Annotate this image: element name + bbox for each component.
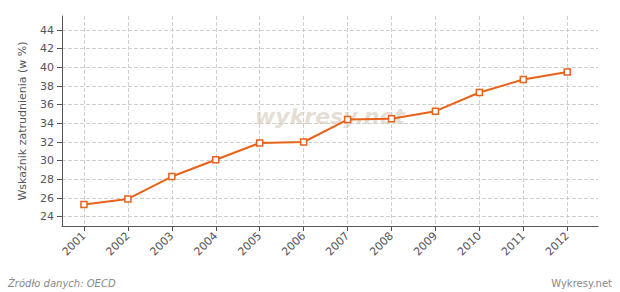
svg-text:2009: 2009: [411, 229, 440, 258]
svg-text:34: 34: [40, 117, 54, 130]
svg-text:28: 28: [40, 173, 54, 186]
svg-text:Źródło danych: OECD: Źródło danych: OECD: [7, 277, 116, 289]
svg-text:wykresy.net: wykresy.net: [255, 104, 406, 129]
svg-text:2005: 2005: [235, 229, 264, 258]
svg-text:2003: 2003: [147, 229, 176, 258]
svg-text:30: 30: [40, 154, 54, 167]
svg-text:2011: 2011: [499, 229, 528, 258]
svg-text:Wykresy.net: Wykresy.net: [551, 278, 612, 289]
svg-text:2008: 2008: [367, 229, 396, 258]
svg-text:2004: 2004: [191, 229, 220, 258]
svg-text:26: 26: [40, 192, 54, 205]
svg-text:42: 42: [40, 42, 54, 55]
svg-text:2001: 2001: [60, 229, 89, 258]
svg-text:2006: 2006: [279, 229, 308, 258]
svg-text:Wskaźnik zatrudnienia (w %): Wskaźnik zatrudnienia (w %): [16, 41, 29, 200]
svg-text:24: 24: [40, 210, 54, 223]
svg-text:44: 44: [40, 24, 54, 37]
svg-text:40: 40: [40, 61, 54, 74]
svg-text:2012: 2012: [543, 229, 572, 258]
svg-text:2002: 2002: [104, 229, 133, 258]
svg-text:38: 38: [40, 80, 54, 93]
svg-text:32: 32: [40, 136, 54, 149]
svg-text:36: 36: [40, 98, 54, 111]
svg-text:2007: 2007: [323, 229, 352, 258]
svg-text:2010: 2010: [455, 229, 484, 258]
